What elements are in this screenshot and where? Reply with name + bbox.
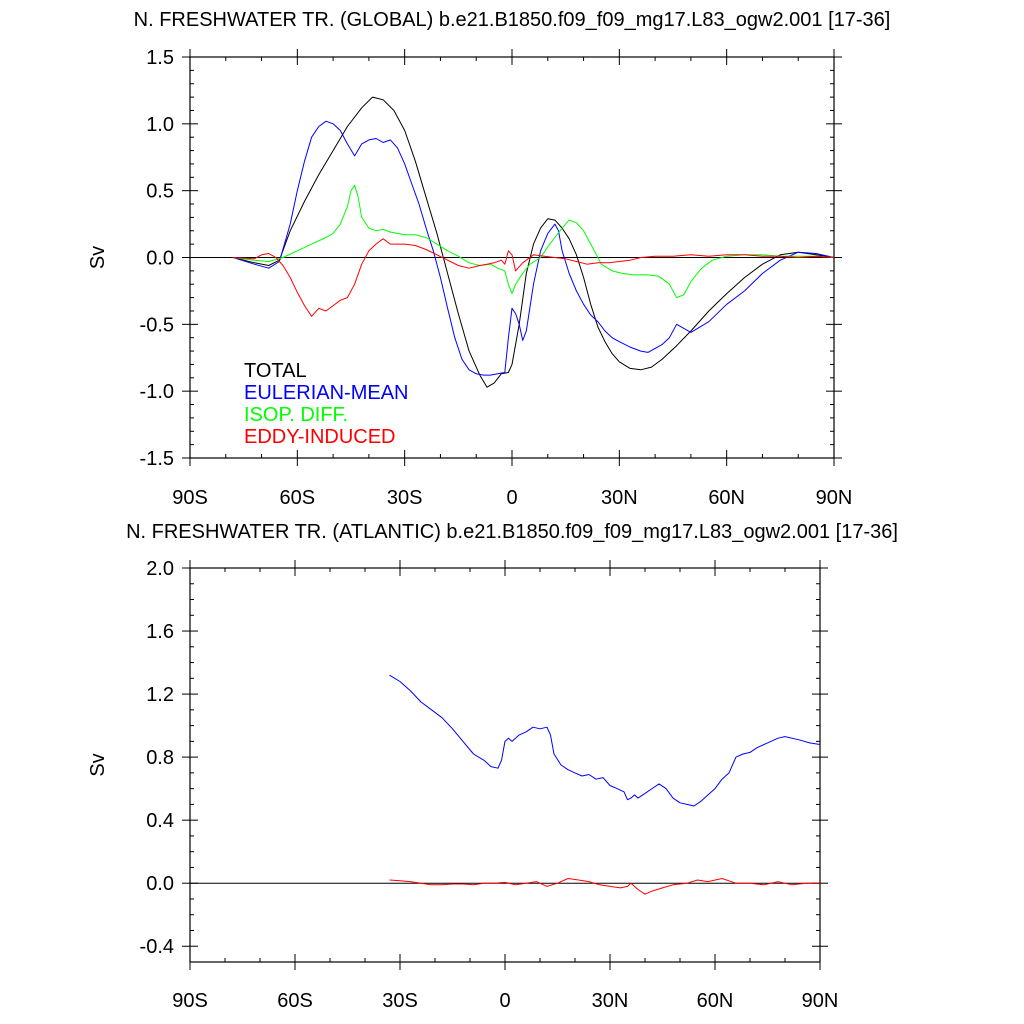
x-tick-label: 0 — [506, 487, 517, 509]
legend-entry: EDDY-INDUCED — [244, 426, 396, 448]
x-tick-label: 60N — [697, 990, 734, 1012]
x-tick-label: 90N — [816, 487, 853, 509]
y-tick-label: 0.0 — [146, 873, 174, 895]
y-tick-label: -0.4 — [140, 936, 174, 958]
x-tick-label: 60S — [280, 487, 316, 509]
y-tick-label: 1.0 — [146, 114, 174, 136]
x-tick-label: 60S — [277, 990, 313, 1012]
legend-entry: TOTAL — [244, 360, 307, 382]
y-tick-label: 1.5 — [146, 47, 174, 69]
series-line-eulerian-mean — [232, 120, 835, 376]
series-line-total — [232, 96, 835, 388]
series-line-eddy-induced — [232, 238, 835, 317]
series-line-eddy-induced — [389, 878, 820, 895]
y-tick-label: -1.5 — [140, 448, 174, 470]
y-axis-label: Sv — [87, 246, 109, 269]
x-tick-label: 0 — [499, 990, 510, 1012]
atlantic-panel: N. FRESHWATER TR. (ATLANTIC) b.e21.B1850… — [87, 521, 898, 1012]
global-panel: N. FRESHWATER TR. (GLOBAL) b.e21.B1850.f… — [87, 9, 890, 509]
chart-title: N. FRESHWATER TR. (GLOBAL) b.e21.B1850.f… — [134, 9, 891, 31]
x-tick-label: 30S — [387, 487, 423, 509]
y-tick-label: 1.6 — [146, 621, 174, 643]
chart-title: N. FRESHWATER TR. (ATLANTIC) b.e21.B1850… — [126, 521, 898, 543]
y-tick-label: 0.5 — [146, 181, 174, 203]
y-tick-label: 2.0 — [146, 558, 174, 580]
y-tick-label: -0.5 — [140, 314, 174, 336]
plot-frame — [189, 567, 821, 963]
legend-entry: EULERIAN-MEAN — [244, 382, 408, 404]
x-tick-label: 60N — [708, 487, 745, 509]
x-tick-label: 30N — [601, 487, 638, 509]
y-tick-label: -1.0 — [140, 381, 174, 403]
legend-entry: ISOP. DIFF. — [244, 404, 348, 426]
x-tick-label: 30N — [592, 990, 629, 1012]
y-tick-label: 0.8 — [146, 747, 174, 769]
y-tick-label: 0.0 — [146, 248, 174, 270]
y-axis-label: Sv — [87, 753, 109, 776]
x-tick-label: 90S — [172, 990, 208, 1012]
x-tick-label: 90N — [802, 990, 839, 1012]
y-tick-label: 0.4 — [146, 810, 174, 832]
y-tick-label: 1.2 — [146, 684, 174, 706]
x-tick-label: 90S — [172, 487, 208, 509]
x-tick-label: 30S — [382, 990, 418, 1012]
series-line-isop-diff — [232, 184, 835, 299]
series-line-eulerian-mean — [389, 674, 821, 807]
